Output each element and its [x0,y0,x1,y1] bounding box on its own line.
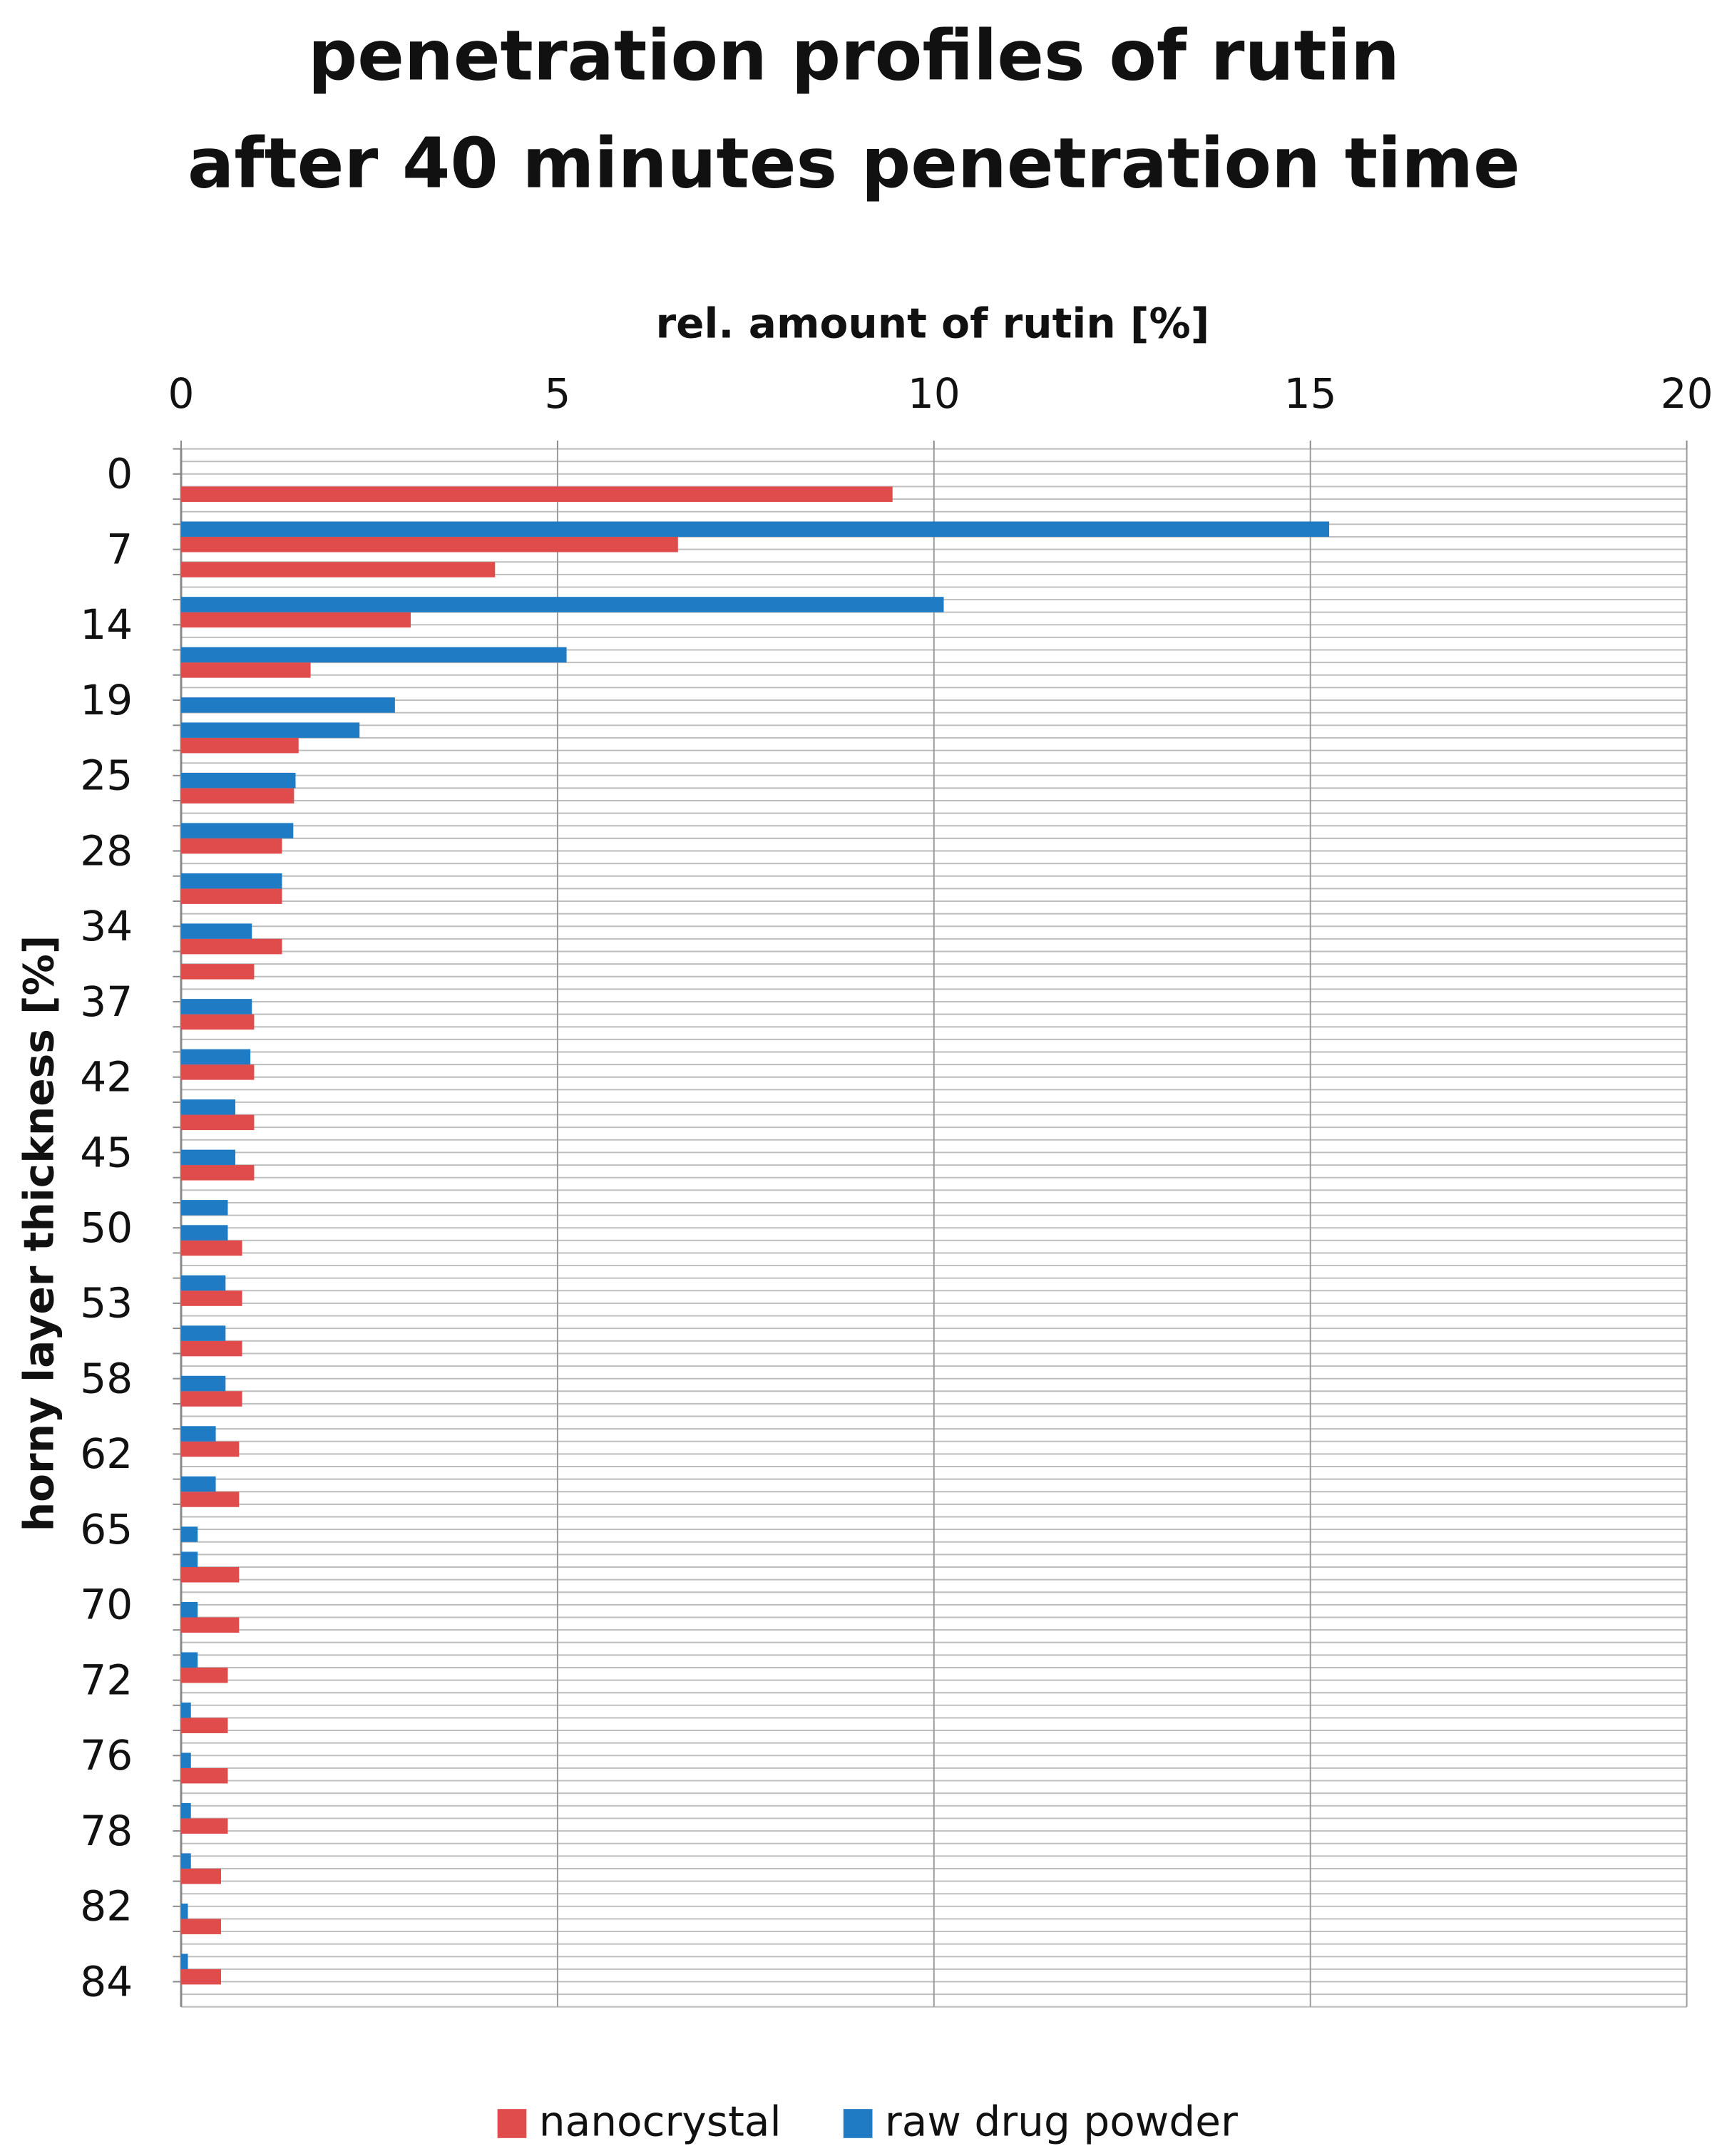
bar [181,1492,240,1507]
bar [181,1441,240,1457]
bar [181,1426,216,1442]
legend-swatch [843,2109,873,2138]
x-tick-label: 20 [1661,369,1713,418]
bar [181,647,567,663]
bar [181,662,311,678]
bar [181,1375,226,1392]
y-tick-label: 58 [80,1354,133,1402]
bar [181,873,282,889]
bar [181,1968,221,1985]
bar [181,1149,236,1166]
y-axis-label: horny layer thickness [%] [14,935,63,1532]
legend-label: raw drug powder [885,2098,1238,2146]
x-tick-label: 15 [1284,369,1337,418]
chart-title: after 40 minutes penetration time [188,123,1520,204]
bar [181,1275,226,1291]
bar [181,1049,251,1065]
y-tick-label: 50 [80,1203,133,1252]
y-tick-label: 45 [80,1128,133,1176]
y-tick-label: 37 [80,977,133,1026]
bar [181,1225,228,1241]
bar [181,612,411,628]
bar [181,1617,240,1633]
bar [181,1099,236,1115]
y-tick-label: 25 [80,751,133,800]
bar [181,1526,198,1542]
y-tick-label: 78 [80,1807,133,1855]
bar [181,923,252,939]
bar [181,521,1330,537]
bar [181,1802,191,1819]
y-tick-label: 82 [80,1882,133,1931]
bar [181,1767,228,1784]
y-tick-label: 84 [80,1957,133,2006]
bar [181,1391,242,1407]
bar [181,1064,255,1080]
y-tick-label: 7 [106,525,133,573]
y-tick-label: 28 [80,826,133,875]
bar [181,562,496,578]
bar [181,1014,255,1030]
bar [181,486,893,502]
bar [181,1240,242,1256]
bar [181,1566,240,1583]
bar [181,1290,242,1306]
bar [181,1200,228,1216]
bar [181,1954,188,1969]
y-tick-label: 72 [80,1655,133,1704]
bar [181,999,252,1015]
bar [181,1853,191,1869]
bar [181,1325,226,1341]
x-axis-label: rel. amount of rutin [%] [655,299,1209,347]
bar [181,1476,216,1492]
bar [181,1601,198,1618]
x-tick-label: 5 [544,369,570,418]
y-tick-label: 65 [80,1505,133,1554]
y-tick-label: 34 [80,902,133,950]
bar [181,536,678,553]
chart-title: penetration profiles of rutin [308,16,1400,96]
bar [181,722,360,738]
bar [181,1165,255,1181]
y-tick-label: 62 [80,1429,133,1478]
y-tick-label: 0 [106,450,133,498]
bar [181,1667,228,1683]
x-tick-label: 0 [168,369,195,418]
legend-swatch [497,2109,527,2138]
bar [181,772,296,789]
bar [181,1903,188,1919]
bar [181,823,294,838]
bar [181,1718,228,1733]
bar [181,964,255,980]
y-tick-label: 42 [80,1053,133,1102]
bar [181,697,395,713]
bar [181,597,944,612]
bar [181,1340,242,1357]
y-tick-label: 53 [80,1279,133,1328]
bar [181,1919,221,1934]
bar [181,1818,228,1834]
x-tick-label: 10 [908,369,960,418]
legend-label: nanocrystal [539,2098,781,2146]
bar [181,938,282,955]
bar [181,1868,221,1884]
y-tick-label: 76 [80,1731,133,1780]
bar [181,1702,191,1718]
bar [181,788,294,804]
y-tick-label: 14 [80,600,133,649]
y-tick-label: 19 [80,676,133,724]
bar [181,1752,191,1768]
bar [181,1551,198,1567]
bar [181,1652,198,1668]
bar [181,737,299,754]
bar [181,838,282,854]
y-tick-label: 70 [80,1581,133,1629]
bar [181,888,282,904]
bar [181,1114,255,1131]
